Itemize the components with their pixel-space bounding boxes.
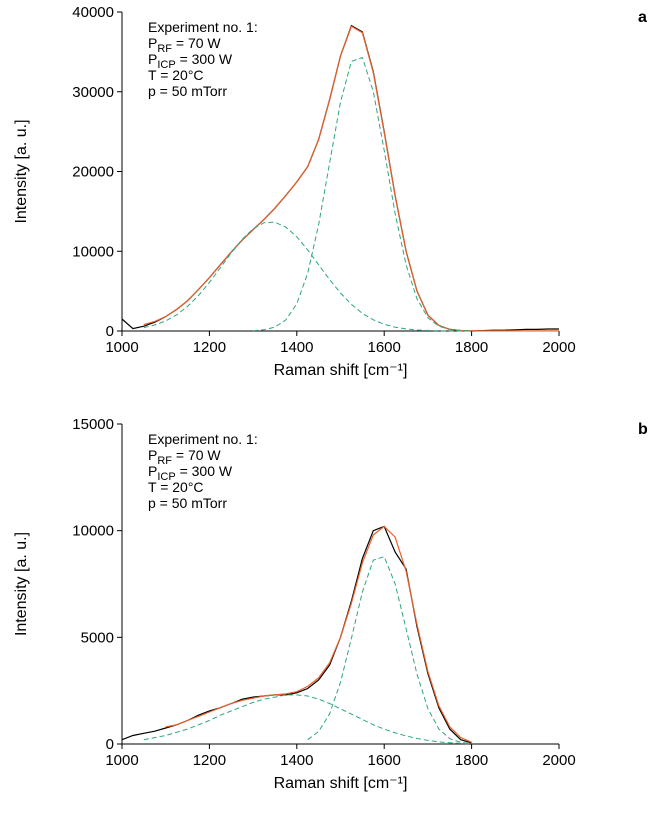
x-tick-label: 1600 [368, 752, 401, 769]
annotation-text: = 70 W [172, 35, 221, 51]
x-tick-label: 2000 [542, 339, 575, 356]
annotation-text: P [148, 447, 157, 463]
x-axis-label: Raman shift [cm⁻¹] [274, 362, 408, 379]
x-tick-label: 1800 [455, 339, 488, 356]
x-tick-label: 1000 [105, 752, 138, 769]
annotation-line: T = 20°C [148, 67, 204, 83]
panel-label: b [638, 421, 648, 438]
x-tick-label: 1600 [368, 339, 401, 356]
x-tick-label: 2000 [542, 752, 575, 769]
annotation-subscript: ICP [157, 59, 175, 71]
y-tick-label: 5000 [81, 629, 114, 646]
y-tick-label: 0 [106, 736, 114, 753]
series-line [253, 56, 472, 332]
annotation-line: Experiment no. 1: [148, 19, 258, 35]
annotation-text: = 300 W [176, 51, 233, 67]
annotation-line: PICP = 300 W [148, 463, 233, 483]
y-axis-label: Intensity [a. u.] [13, 532, 30, 636]
y-tick-label: 10000 [72, 523, 114, 540]
y-tick-label: 0 [106, 323, 114, 340]
y-tick-label: 10000 [72, 243, 114, 260]
annotation-line: PRF = 70 W [148, 35, 221, 55]
annotation-line: PICP = 300 W [148, 51, 233, 71]
annotation-line: p = 50 mTorr [148, 83, 227, 99]
x-tick-label: 1200 [193, 752, 226, 769]
x-tick-label: 1800 [455, 752, 488, 769]
y-tick-label: 15000 [72, 416, 114, 433]
x-tick-label: 1400 [280, 339, 313, 356]
y-tick-label: 20000 [72, 164, 114, 181]
x-axis-label: Raman shift [cm⁻¹] [274, 775, 408, 792]
y-tick-label: 40000 [72, 4, 114, 21]
annotation-line: p = 50 mTorr [148, 495, 227, 511]
annotation-subscript: ICP [157, 471, 175, 483]
annotation-text: = 70 W [172, 447, 221, 463]
x-tick-label: 1200 [193, 339, 226, 356]
annotation-line: T = 20°C [148, 479, 204, 495]
series-line [143, 25, 559, 332]
annotation-text: P [148, 35, 157, 51]
series-line [143, 694, 472, 745]
annotation-line: PRF = 70 W [148, 447, 221, 467]
series-line [307, 556, 472, 745]
annotation-text: = 300 W [176, 463, 233, 479]
annotation-subscript: RF [157, 43, 172, 55]
annotation-subscript: RF [157, 455, 172, 467]
y-axis-label: Intensity [a. u.] [13, 119, 30, 223]
x-tick-label: 1000 [105, 339, 138, 356]
annotation-text: P [148, 51, 157, 67]
annotation-line: Experiment no. 1: [148, 431, 258, 447]
annotation-text: P [148, 463, 157, 479]
series-line [143, 221, 472, 332]
panel-label: a [638, 9, 647, 26]
series-line [165, 525, 472, 743]
y-tick-label: 30000 [72, 84, 114, 101]
x-tick-label: 1400 [280, 752, 313, 769]
